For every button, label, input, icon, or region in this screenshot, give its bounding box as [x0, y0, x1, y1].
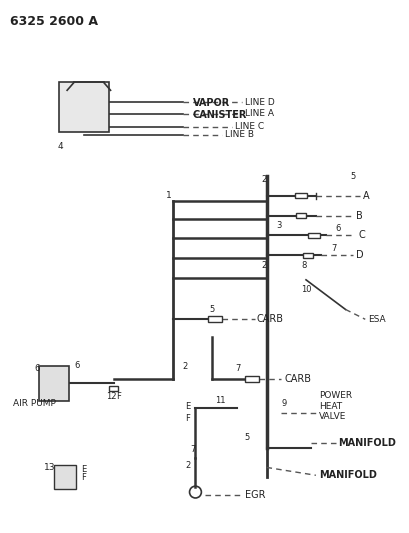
Bar [307, 233, 319, 238]
Text: 5: 5 [350, 172, 355, 181]
Text: LINE A: LINE A [244, 109, 273, 118]
Text: LINE C: LINE C [234, 122, 263, 131]
Text: MANIFOLD: MANIFOLD [338, 438, 396, 448]
Bar [302, 253, 312, 257]
Bar [108, 386, 118, 391]
Text: 5: 5 [209, 305, 214, 314]
Text: LINE B: LINE B [225, 130, 254, 139]
Bar [39, 366, 69, 401]
Text: 6: 6 [335, 224, 340, 233]
Text: CARB: CARB [283, 374, 310, 384]
Text: VAPOR
CANISTER: VAPOR CANISTER [192, 98, 246, 120]
Text: 1: 1 [165, 191, 171, 200]
Text: ESA: ESA [367, 315, 385, 324]
Text: 3: 3 [276, 221, 281, 230]
Text: F: F [116, 392, 121, 401]
Text: 12: 12 [106, 392, 116, 401]
Bar [59, 83, 108, 132]
Text: E: E [81, 465, 86, 474]
Text: AIR PUMP: AIR PUMP [13, 399, 56, 408]
Text: B: B [355, 211, 362, 221]
Text: 2: 2 [261, 175, 266, 184]
Bar [295, 213, 305, 218]
Text: POWER
HEAT
VALVE: POWER HEAT VALVE [318, 391, 351, 421]
Text: A: A [362, 191, 369, 201]
Text: LINE D: LINE D [244, 98, 274, 107]
Text: 5: 5 [244, 433, 249, 442]
Text: E: E [185, 402, 190, 411]
Text: D: D [355, 250, 363, 260]
Bar [208, 317, 222, 322]
Text: 7: 7 [190, 445, 196, 454]
Text: 2: 2 [182, 362, 187, 371]
Text: F: F [185, 414, 190, 423]
Text: 8: 8 [300, 261, 306, 270]
Text: C: C [357, 230, 364, 240]
Text: 7: 7 [331, 244, 336, 253]
Text: 7: 7 [234, 364, 240, 373]
Text: 11: 11 [215, 396, 225, 405]
Text: 9: 9 [281, 399, 286, 408]
Text: 6: 6 [74, 361, 79, 370]
Text: EGR: EGR [244, 490, 265, 500]
Text: 6325 2600 A: 6325 2600 A [10, 15, 98, 28]
Text: 6: 6 [34, 364, 40, 373]
Text: 2: 2 [185, 461, 190, 470]
Bar [54, 465, 76, 489]
Text: 13: 13 [44, 463, 56, 472]
Text: 4: 4 [57, 142, 63, 151]
Text: F: F [81, 473, 85, 482]
Text: 2: 2 [261, 261, 266, 270]
Text: MANIFOLD: MANIFOLD [318, 470, 376, 480]
Text: CARB: CARB [256, 314, 283, 324]
Bar [244, 376, 258, 382]
Text: 10: 10 [300, 285, 311, 294]
Bar [294, 193, 306, 198]
